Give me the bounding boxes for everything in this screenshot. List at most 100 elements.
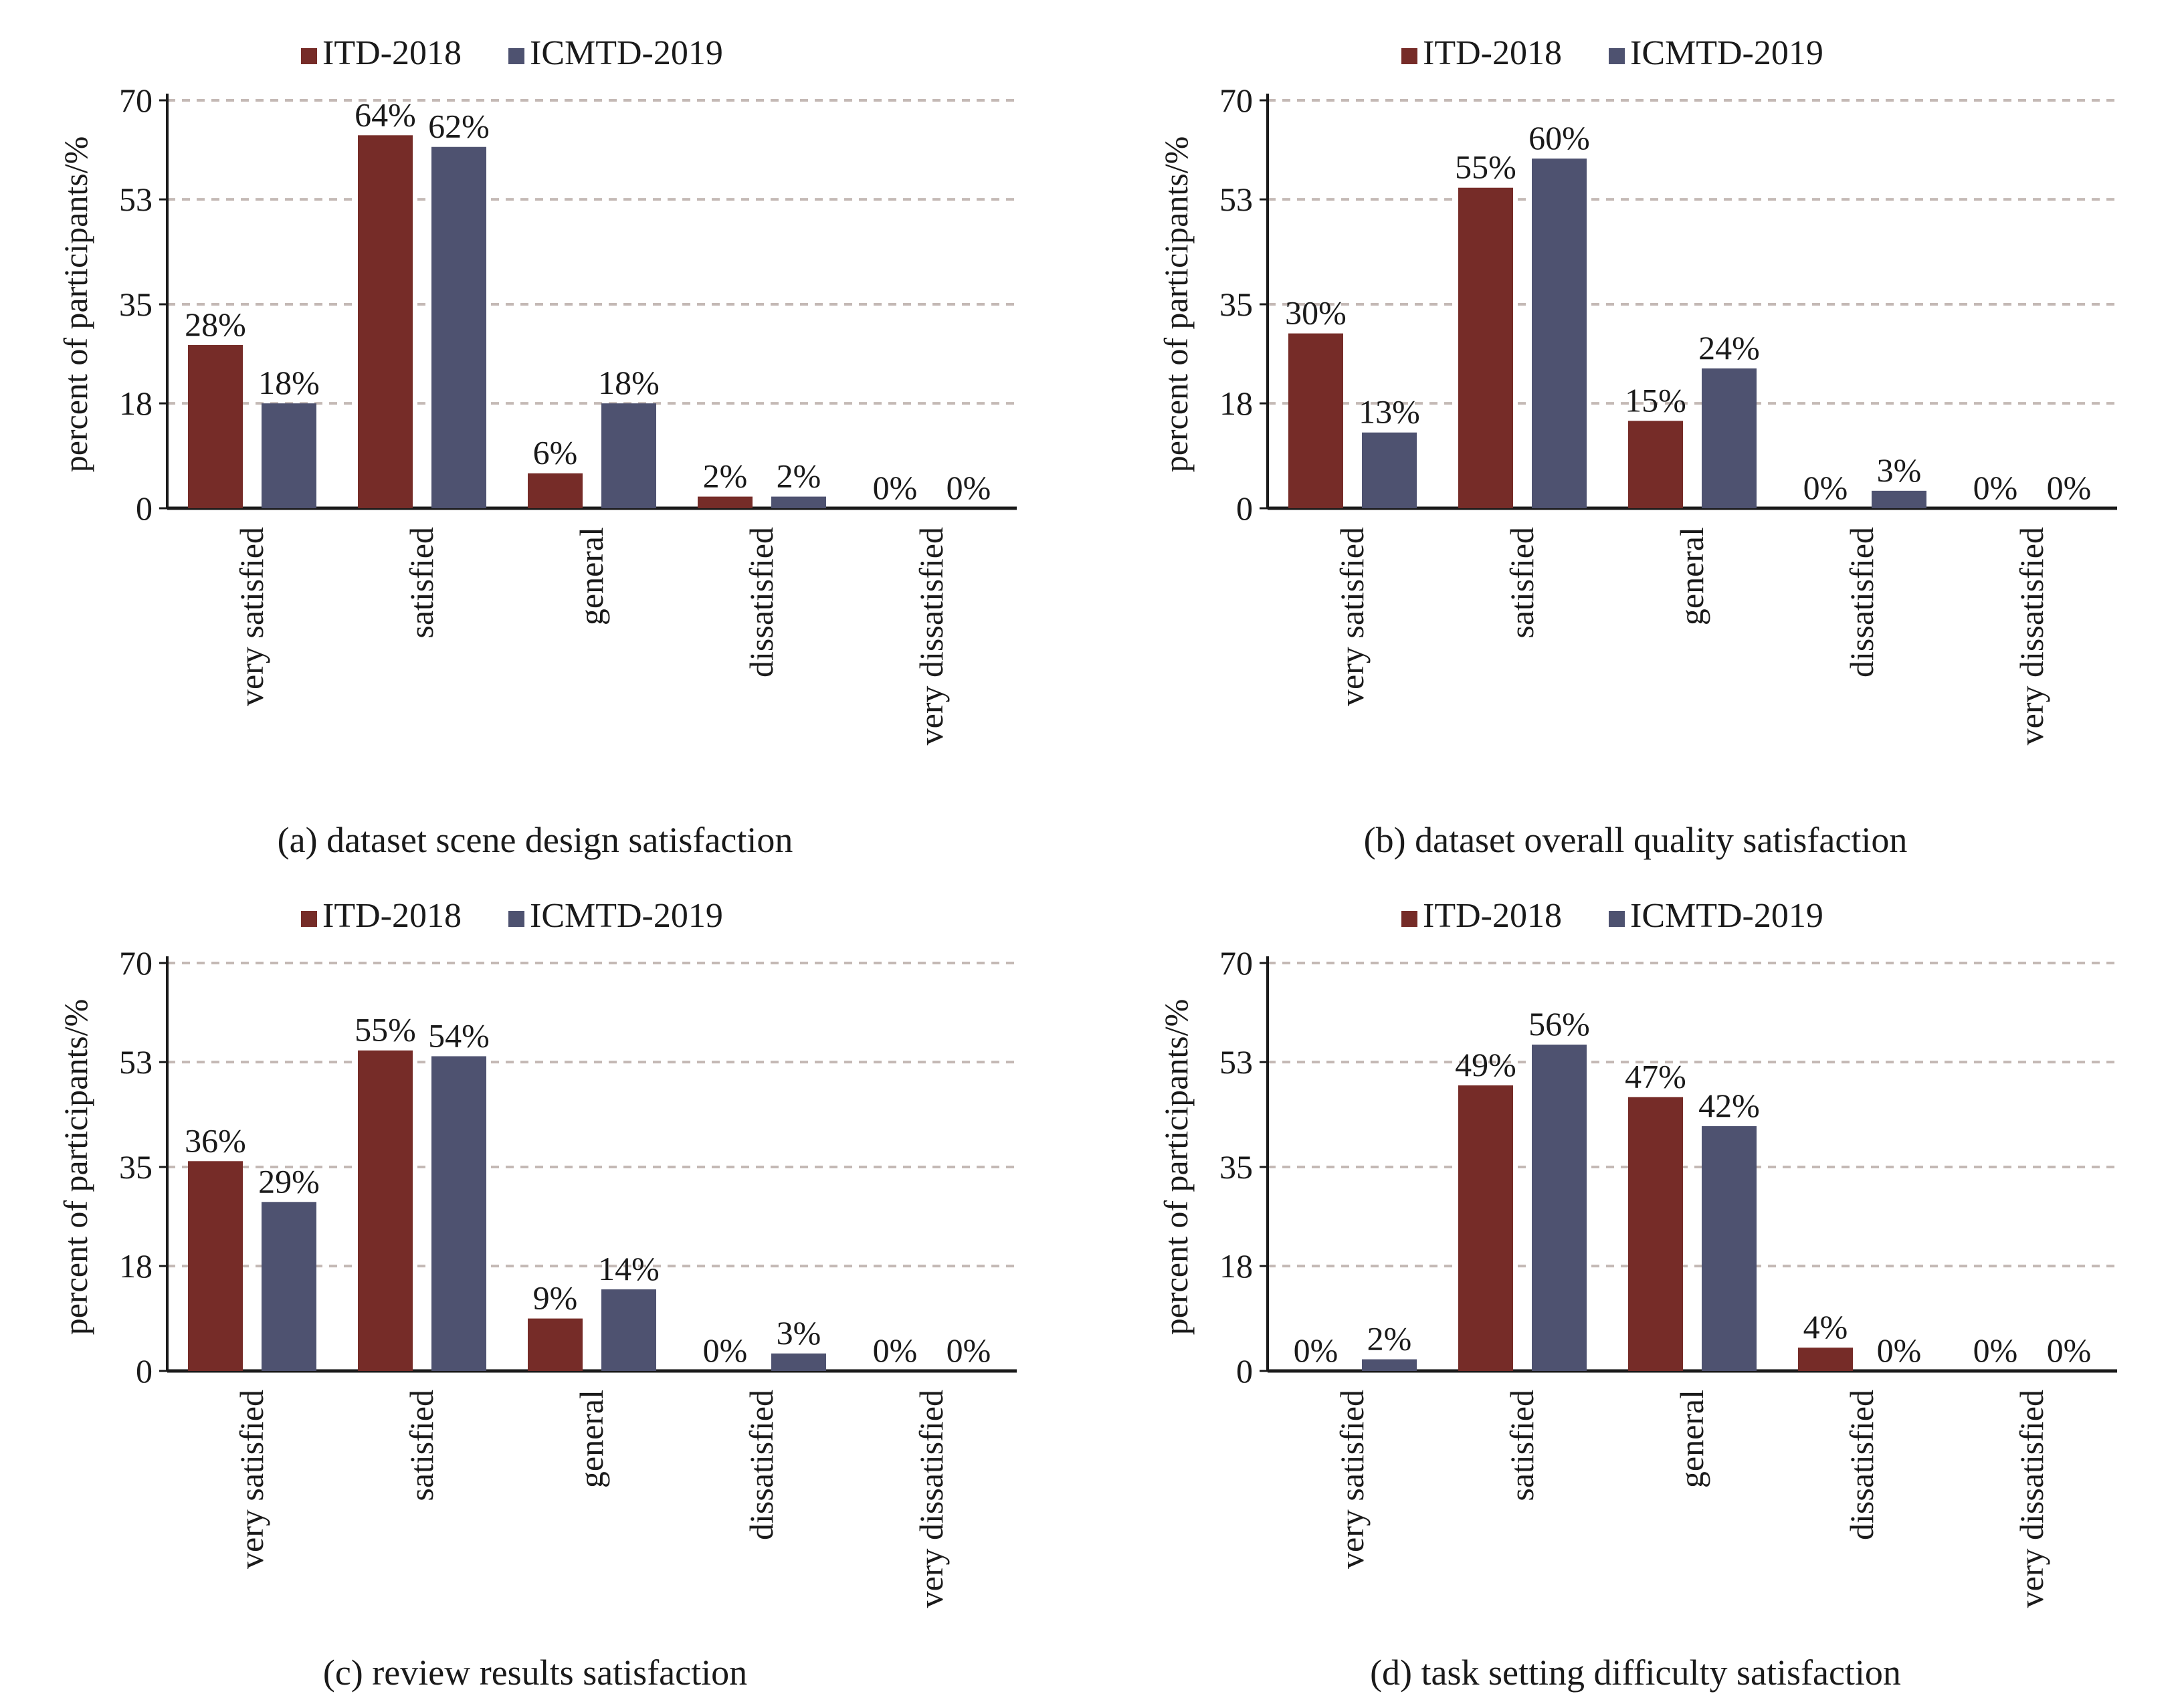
data-label: 54% xyxy=(428,1017,490,1054)
legend-label-2: ICMTD-2019 xyxy=(1630,34,1823,72)
data-label: 29% xyxy=(258,1162,320,1200)
y-tick-label: 53 xyxy=(1219,181,1253,218)
legend-label-2: ICMTD-2019 xyxy=(1630,897,1823,935)
legend: ITD-2018 ICMTD-2019 xyxy=(301,897,723,935)
legend-swatch-1 xyxy=(301,48,317,64)
bar-chart-b: ITD-2018 ICMTD-2019 0 18 35 53 70 percent of pa… xyxy=(1157,34,2117,745)
data-label: 0% xyxy=(2047,1331,2092,1369)
x-tick-label: very satisfied xyxy=(233,527,270,706)
bar-icmtd-2019 xyxy=(1702,1126,1757,1371)
legend-label-1: ITD-2018 xyxy=(322,34,462,72)
legend-label-1: ITD-2018 xyxy=(1423,897,1562,935)
y-tick-label: 53 xyxy=(1219,1043,1253,1081)
x-tick-label: general xyxy=(573,527,610,625)
bar-itd-2018 xyxy=(1628,1097,1683,1371)
data-label: 36% xyxy=(185,1122,246,1159)
x-tick-label: general xyxy=(573,1390,610,1488)
bar-icmtd-2019 xyxy=(1362,1359,1417,1371)
data-label: 6% xyxy=(533,434,578,471)
data-label: 3% xyxy=(1877,451,1922,489)
y-tick-label: 35 xyxy=(1219,1148,1253,1186)
legend-swatch-1 xyxy=(301,911,317,927)
data-label: 13% xyxy=(1359,393,1420,431)
y-tick-label: 0 xyxy=(136,1352,153,1390)
legend-swatch-2 xyxy=(508,911,524,927)
bar-itd-2018 xyxy=(1458,187,1513,508)
bar-icmtd-2019 xyxy=(1362,432,1417,508)
legend-swatch-1 xyxy=(1401,911,1417,927)
legend-label-1: ITD-2018 xyxy=(1423,34,1562,72)
bar-icmtd-2019 xyxy=(262,1202,316,1371)
data-label: 0% xyxy=(1877,1331,1922,1369)
bar-itd-2018 xyxy=(1288,333,1343,508)
data-label: 3% xyxy=(777,1314,821,1352)
x-tick-label: very dissatisfied xyxy=(2013,527,2050,745)
bar-itd-2018 xyxy=(1798,1348,1853,1371)
bar-icmtd-2019 xyxy=(771,1353,826,1371)
data-label: 60% xyxy=(1528,119,1590,156)
bar-icmtd-2019 xyxy=(431,146,486,508)
x-tick-label: dissatisfied xyxy=(742,527,780,677)
chart-panel-c: ITD-2018 ICMTD-2019 0 18 35 53 70 percent of pa… xyxy=(13,876,1057,1693)
bar-icmtd-2019 xyxy=(262,403,316,508)
y-tick-label: 53 xyxy=(119,1043,153,1081)
data-label: 0% xyxy=(947,469,991,506)
bar-icmtd-2019 xyxy=(771,496,826,508)
y-tick-label: 70 xyxy=(1219,82,1253,119)
data-label: 0% xyxy=(1294,1331,1338,1369)
chart-panel-b: ITD-2018 ICMTD-2019 0 18 35 53 70 percent of pa… xyxy=(1114,13,2157,860)
legend-swatch-2 xyxy=(1609,48,1625,64)
legend-label-1: ITD-2018 xyxy=(322,897,462,935)
x-tick-label: very dissatisfied xyxy=(2013,1390,2050,1608)
data-label: 18% xyxy=(258,364,320,401)
legend: ITD-2018 ICMTD-2019 xyxy=(1401,34,1823,72)
y-tick-label: 18 xyxy=(1219,1247,1253,1285)
y-tick-label: 18 xyxy=(1219,385,1253,422)
data-label: 2% xyxy=(703,457,748,495)
data-label: 55% xyxy=(355,1011,416,1049)
y-axis-label: percent of participants/% xyxy=(1157,999,1195,1336)
data-label: 0% xyxy=(873,469,918,506)
data-label: 56% xyxy=(1528,1005,1590,1043)
legend-swatch-2 xyxy=(1609,911,1625,927)
x-tick-label: very satisfied xyxy=(1333,1390,1371,1569)
legend: ITD-2018 ICMTD-2019 xyxy=(301,34,723,72)
data-label: 0% xyxy=(1803,469,1848,506)
data-label: 28% xyxy=(185,306,246,343)
chart-caption-c: (c) review results satisfaction xyxy=(322,1652,748,1693)
bar-chart-c: ITD-2018 ICMTD-2019 0 18 35 53 70 percent of pa… xyxy=(57,897,1017,1608)
y-tick-label: 0 xyxy=(1236,490,1253,527)
data-label: 2% xyxy=(1367,1320,1412,1358)
y-tick-label: 53 xyxy=(119,181,153,218)
data-label: 62% xyxy=(428,108,490,145)
bar-icmtd-2019 xyxy=(1532,1045,1587,1371)
bar-itd-2018 xyxy=(188,1161,243,1371)
bar-itd-2018 xyxy=(188,345,243,508)
x-tick-label: satisfied xyxy=(403,1390,440,1501)
data-label: 42% xyxy=(1698,1087,1760,1124)
bar-icmtd-2019 xyxy=(1872,490,1926,508)
x-tick-label: dissatisfied xyxy=(1843,1390,1880,1540)
bar-icmtd-2019 xyxy=(1532,158,1587,509)
x-tick-label: satisfied xyxy=(1503,527,1541,639)
bar-itd-2018 xyxy=(1628,421,1683,508)
legend: ITD-2018 ICMTD-2019 xyxy=(1401,897,1823,935)
y-tick-label: 70 xyxy=(1219,944,1253,982)
data-label: 4% xyxy=(1803,1308,1848,1346)
bar-itd-2018 xyxy=(528,1318,583,1371)
data-label: 49% xyxy=(1455,1046,1516,1083)
y-axis-label: percent of participants/% xyxy=(57,136,94,473)
bar-icmtd-2019 xyxy=(601,1289,656,1371)
bar-icmtd-2019 xyxy=(431,1056,486,1371)
y-tick-label: 35 xyxy=(119,1148,153,1186)
x-tick-label: dissatisfied xyxy=(1843,527,1880,677)
y-axis-label: percent of participants/% xyxy=(57,999,94,1336)
bar-itd-2018 xyxy=(528,473,583,508)
bar-itd-2018 xyxy=(698,496,753,508)
data-label: 0% xyxy=(2047,469,2092,506)
y-tick-label: 35 xyxy=(119,286,153,323)
chart-caption-a: (a) dataset scene design satisfaction xyxy=(277,820,793,860)
chart-panel-a: ITD-2018 ICMTD-2019 0 18 35 53 70 percent of pa… xyxy=(13,13,1057,860)
x-tick-label: general xyxy=(1673,527,1710,625)
y-tick-label: 0 xyxy=(136,490,153,527)
